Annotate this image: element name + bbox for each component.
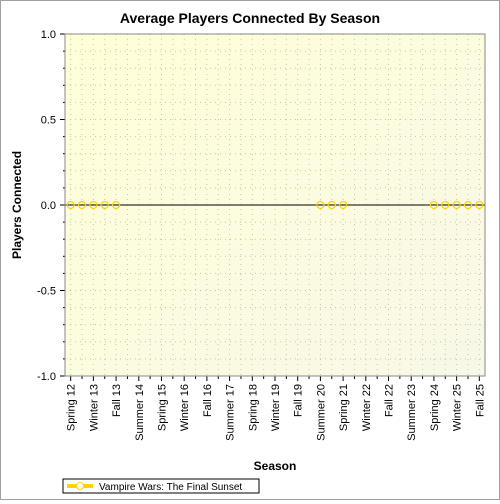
x-tick-label: Fall 13 — [111, 384, 123, 417]
data-point — [111, 200, 121, 210]
x-tick-label: Winter 22 — [361, 384, 373, 431]
x-tick-label: Summer 14 — [134, 384, 146, 441]
x-tick-label: Spring 21 — [338, 384, 350, 431]
y-tick-label: 0.5 — [41, 115, 56, 127]
data-point — [429, 200, 439, 210]
chart-title: Average Players Connected By Season — [120, 10, 380, 26]
x-tick-label: Winter 25 — [452, 384, 464, 431]
x-tick-label: Spring 24 — [429, 384, 441, 431]
data-point — [339, 200, 348, 210]
data-point — [463, 200, 473, 210]
data-point — [475, 200, 484, 210]
x-tick-label: Fall 19 — [293, 384, 305, 417]
x-tick-label: Summer 23 — [406, 384, 418, 441]
y-tick-label: -1.0 — [37, 371, 56, 383]
data-point — [100, 200, 109, 210]
x-tick-label: Spring 15 — [156, 384, 168, 431]
data-point — [77, 200, 87, 210]
x-tick-label: Summer 20 — [315, 384, 327, 441]
y-axis-label: Players Connected — [10, 151, 24, 259]
y-axis: 1.0 0.5 0.0 -0.5 -1.0 — [37, 29, 65, 383]
plot-border — [64, 33, 486, 377]
x-tick-label: Fall 16 — [202, 384, 214, 417]
data-point — [452, 200, 461, 210]
y-tick-label: -0.5 — [37, 286, 56, 298]
y-tick-label: 0.0 — [41, 200, 56, 212]
x-tick-label: Fall 22 — [384, 384, 396, 417]
data-point — [441, 200, 450, 210]
x-tick-label: Winter 13 — [88, 384, 100, 431]
x-tick-label: Summer 17 — [225, 384, 237, 441]
x-tick-label: Winter 19 — [270, 384, 282, 431]
x-tick-label: Winter 16 — [179, 384, 191, 431]
y-tick-label: 1.0 — [41, 29, 56, 41]
legend-marker — [76, 482, 84, 490]
x-tick-label: Spring 12 — [66, 384, 78, 431]
data-point — [316, 200, 325, 210]
data-point — [327, 200, 336, 210]
x-axis-label: Season — [254, 459, 297, 473]
data-point — [89, 200, 98, 210]
x-tick-label: Spring 18 — [247, 384, 259, 431]
legend-box — [62, 478, 260, 494]
data-point — [66, 200, 75, 210]
x-tick-label: Fall 25 — [474, 384, 486, 417]
x-axis: Spring 12 Winter 13 Fall 13 Summer 14 Spring… — [66, 376, 486, 441]
series-markers — [66, 200, 484, 210]
legend-label: Vampire Wars: The Final Sunset — [99, 482, 242, 493]
legend: Vampire Wars: The Final Sunset — [62, 478, 260, 494]
